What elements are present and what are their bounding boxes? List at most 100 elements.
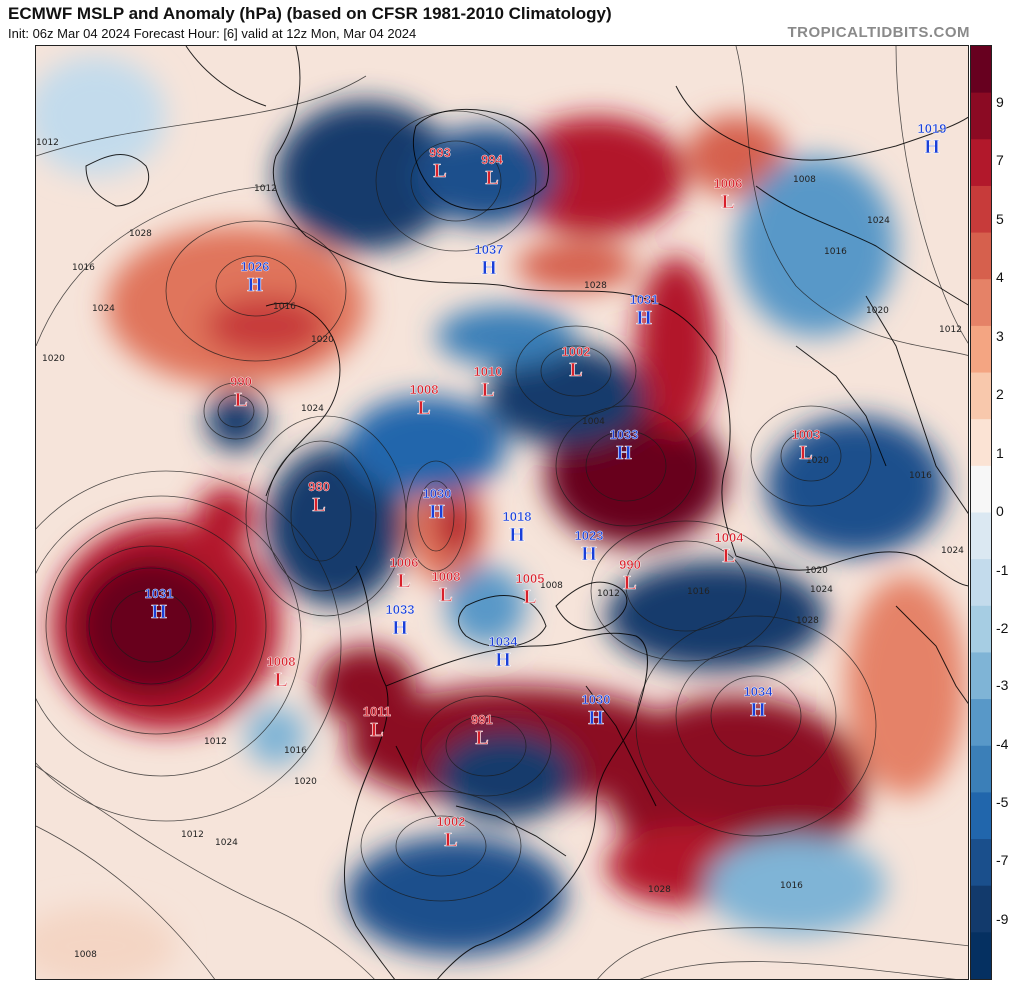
- center-type-letter: H: [429, 501, 445, 523]
- colorbar-segment: [971, 465, 991, 513]
- colorbar-tick-label: -4: [996, 736, 1009, 752]
- center-type-letter: L: [475, 727, 488, 749]
- center-pressure-value: 1019: [918, 121, 947, 136]
- isobar-label: 1012: [597, 589, 620, 599]
- colorbar-segment: [971, 699, 991, 747]
- colorbar-segment: [971, 419, 991, 467]
- center-pressure-value: 1023: [575, 528, 604, 543]
- center-pressure-value: 1002: [562, 344, 591, 359]
- colorbar-segment: [971, 932, 991, 979]
- center-pressure-value: 991: [471, 712, 493, 727]
- center-type-letter: L: [433, 160, 446, 182]
- colorbar-segment: [971, 559, 991, 607]
- isobar-label: 1020: [866, 306, 889, 316]
- center-type-letter: H: [616, 442, 632, 464]
- center-type-letter: H: [495, 649, 511, 671]
- center-type-letter: H: [151, 601, 167, 623]
- isobar-label: 1028: [129, 229, 152, 239]
- isobar-label: 1012: [254, 184, 277, 194]
- colorbar-segment: [971, 885, 991, 933]
- center-pressure-value: 990: [230, 374, 252, 389]
- colorbar-tick-label: -5: [996, 794, 1009, 810]
- center-pressure-value: 1026: [241, 259, 270, 274]
- isobar-label: 1016: [909, 471, 932, 481]
- isobar-label: 1008: [793, 175, 816, 185]
- center-type-letter: H: [509, 524, 525, 546]
- center-pressure-value: 1005: [516, 571, 545, 586]
- chart-subtitle: Init: 06z Mar 04 2024 Forecast Hour: [6]…: [8, 26, 417, 41]
- isobar-label: 1008: [540, 581, 563, 591]
- colorbar-tick-label: -1: [996, 562, 1009, 578]
- isobar-label: 1008: [74, 950, 97, 960]
- center-pressure-value: 1008: [267, 654, 296, 669]
- center-pressure-value: 1034: [489, 634, 519, 649]
- isobar-label: 1028: [796, 616, 819, 626]
- center-pressure-value: 1008: [410, 382, 439, 397]
- center-type-letter: L: [444, 829, 457, 851]
- isobar-label: 1020: [806, 456, 829, 466]
- center-type-letter: L: [623, 572, 636, 594]
- center-pressure-value: 1008: [432, 569, 461, 584]
- center-pressure-value: 980: [308, 479, 330, 494]
- mslp-anomaly-map: 1012 1016 1020 1024 1028 1012 1016 1020 1024 1028…: [35, 45, 969, 980]
- colorbar-tick-label: 3: [996, 328, 1004, 344]
- anomaly-colorbar: [970, 45, 992, 980]
- anomaly-shading: [36, 56, 966, 979]
- center-type-letter: L: [439, 584, 452, 606]
- center-type-letter: H: [481, 257, 497, 279]
- center-type-letter: H: [392, 617, 408, 639]
- isobar-label: 1016: [284, 746, 307, 756]
- center-pressure-value: 1004: [715, 530, 745, 545]
- colorbar-segment: [971, 279, 991, 327]
- center-type-letter: H: [636, 307, 652, 329]
- colorbar-tick-label: -3: [996, 677, 1009, 693]
- colorbar-segment: [971, 325, 991, 374]
- center-pressure-value: 1030: [582, 692, 611, 707]
- isobar-label: 1024: [810, 585, 833, 595]
- colorbar-segment: [971, 605, 991, 653]
- isobar-label: 1016: [273, 302, 296, 312]
- center-type-letter: L: [523, 586, 536, 608]
- isobar-label: 1024: [941, 546, 964, 556]
- colorbar-tick-label: -2: [996, 620, 1009, 636]
- isobar-label: 1020: [42, 354, 65, 364]
- center-type-letter: L: [370, 719, 383, 741]
- center-type-letter: H: [588, 707, 604, 729]
- isobar-label: 1020: [294, 777, 317, 787]
- colorbar-segment: [971, 652, 991, 700]
- isobar-label: 1016: [687, 587, 710, 597]
- center-type-letter: H: [247, 274, 263, 296]
- colorbar-tick-label: 0: [996, 503, 1004, 519]
- isobar-label: 1012: [939, 325, 962, 335]
- isobar-contours: [36, 46, 968, 979]
- isobar-label: 1028: [648, 885, 671, 895]
- colorbar-segment: [971, 139, 991, 187]
- colorbar-tick-label: 5: [996, 211, 1004, 227]
- colorbar-segment: [971, 46, 991, 94]
- center-pressure-value: 1006: [390, 555, 419, 570]
- isobar-label: 1004: [582, 417, 605, 427]
- center-pressure-value: 993: [429, 145, 451, 160]
- center-type-letter: L: [722, 545, 735, 567]
- isobar-label: 1024: [215, 838, 238, 848]
- center-type-letter: L: [417, 397, 430, 419]
- isobar-label: 1016: [72, 263, 95, 273]
- center-type-letter: L: [569, 359, 582, 381]
- center-pressure-value: 1037: [475, 242, 504, 257]
- colorbar-tick-label: -9: [996, 911, 1009, 927]
- isobar-label: 1020: [805, 566, 828, 576]
